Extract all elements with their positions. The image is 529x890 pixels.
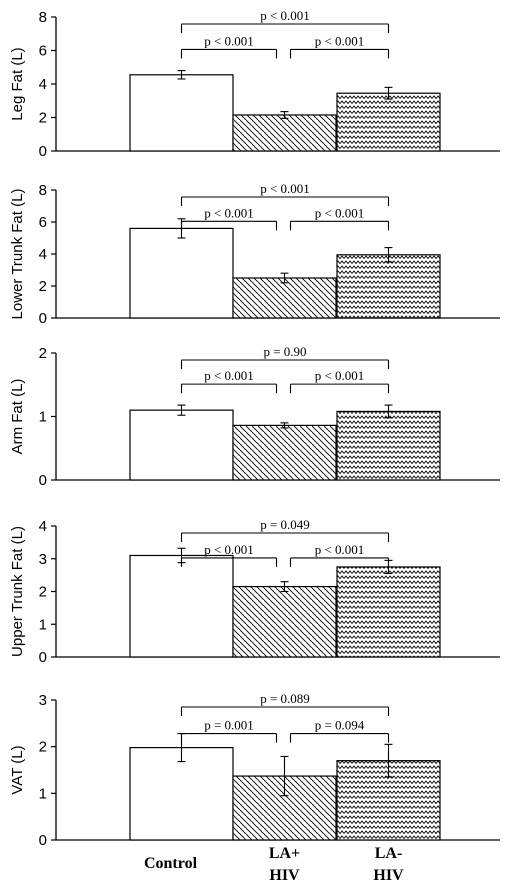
panel-4-y-tick-label: 2 (39, 584, 47, 601)
panel-2-p-value-label-1: p < 0.001 (260, 181, 310, 196)
panel-3-y-tick-label: 0 (39, 472, 47, 489)
panel-4-p-value-label-3: p < 0.001 (315, 542, 365, 557)
panel-4-y-tick-label: 3 (39, 551, 47, 568)
panel-3-bar-2 (232, 424, 337, 481)
panel-2-bar-1 (129, 227, 234, 319)
panel-3-bar-1 (129, 409, 234, 481)
panel-3-p-value-label-2: p < 0.001 (204, 368, 254, 383)
panel-1-p-value-label-3: p < 0.001 (315, 33, 365, 48)
category-label-3-line-1: LA- (375, 845, 403, 862)
panel-1-p-value-label-1: p < 0.001 (260, 8, 310, 23)
panel-2-y-tick-label: 6 (39, 214, 47, 231)
panel-2-y-tick-label: 4 (39, 246, 47, 263)
panel-1-p-value-label-2: p < 0.001 (204, 33, 254, 48)
panel-5-y-tick-label: 1 (39, 785, 47, 802)
panel-2-bar-3 (336, 254, 441, 319)
panel-1-bar-3 (336, 92, 441, 152)
category-label-1-line-1: Control (144, 855, 198, 872)
panel-2-p-value-label-3: p < 0.001 (315, 205, 365, 220)
panel-1-y-tick-label: 4 (39, 76, 47, 93)
category-label-2-line-1: LA+ (269, 845, 300, 862)
panel-5-p-value-label-1: p = 0.089 (260, 691, 310, 706)
panel-1-bar-2 (232, 114, 337, 152)
panel-2-y-tick-label: 8 (39, 182, 47, 199)
panel-4-bar-2 (232, 585, 337, 658)
panel-5-y-tick-label: 3 (39, 692, 47, 709)
panel-1-y-axis-label: Leg Fat (L) (9, 47, 26, 120)
panel-2-p-value-label-2: p < 0.001 (204, 205, 254, 220)
panel-5-bar-1 (129, 746, 234, 841)
panel-3-y-axis-label: Arm Fat (L) (9, 379, 26, 455)
panel-2-bar-2 (232, 277, 337, 319)
panel-4-bar-3 (336, 566, 441, 658)
panel-2-y-tick-label: 0 (39, 310, 47, 327)
panel-4-y-tick-label: 1 (39, 616, 47, 633)
panel-3-y-tick-label: 2 (39, 345, 47, 362)
panel-4-y-tick-label: 4 (39, 518, 47, 535)
panel-3-bar-3 (336, 410, 441, 481)
panel-2-y-axis-label: Lower Trunk Fat (L) (9, 189, 26, 320)
panel-4-y-tick-label: 0 (39, 649, 47, 666)
panel-1-bar-1 (129, 74, 234, 152)
panel-1-y-tick-label: 0 (39, 143, 47, 160)
panel-4-p-value-label-1: p = 0.049 (260, 517, 310, 532)
panel-4-p-value-label-2: p < 0.001 (204, 542, 254, 557)
category-label-2-line-2: HIV (269, 867, 300, 884)
panel-2-y-tick-label: 2 (39, 278, 47, 295)
panel-1-y-tick-label: 6 (39, 43, 47, 60)
panel-5-y-tick-label: 2 (39, 739, 47, 756)
panel-5-y-axis-label: VAT (L) (9, 745, 26, 794)
panel-3-p-value-label-1: p = 0.90 (263, 344, 306, 359)
panel-5-p-value-label-2: p = 0.001 (204, 718, 254, 733)
panel-3-p-value-label-3: p < 0.001 (315, 368, 365, 383)
panel-4-y-axis-label: Upper Trunk Fat (L) (9, 526, 26, 657)
category-label-3-line-2: HIV (373, 867, 404, 884)
panel-1-y-tick-label: 8 (39, 9, 47, 26)
panel-5-p-value-label-3: p = 0.094 (315, 718, 365, 733)
panel-1-y-tick-label: 2 (39, 110, 47, 127)
panel-3-y-tick-label: 1 (39, 409, 47, 426)
panel-4-bar-1 (129, 554, 234, 658)
panel-5-y-tick-label: 0 (39, 832, 47, 849)
